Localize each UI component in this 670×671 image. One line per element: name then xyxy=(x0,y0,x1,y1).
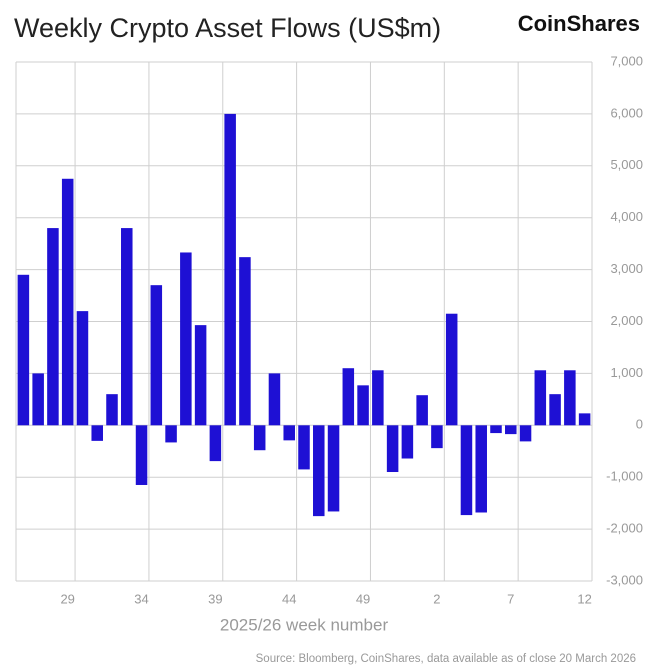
bar xyxy=(91,425,103,441)
bar xyxy=(549,394,561,426)
bar xyxy=(445,313,458,426)
y-tick-label: -3,000 xyxy=(606,572,643,587)
bar xyxy=(357,385,369,426)
bar xyxy=(209,425,222,462)
bar xyxy=(578,413,591,426)
bar xyxy=(224,113,236,426)
chart-title: Weekly Crypto Asset Flows (US$m) xyxy=(14,13,441,43)
bar xyxy=(180,252,192,426)
bar xyxy=(298,425,310,470)
x-tick-label: 29 xyxy=(60,591,74,606)
brand-logo: CoinShares xyxy=(518,11,640,36)
x-tick-label: 39 xyxy=(208,591,222,606)
bar xyxy=(194,325,207,426)
bar xyxy=(431,425,443,449)
bar xyxy=(150,285,163,426)
bar xyxy=(121,228,133,426)
bar xyxy=(253,425,266,451)
bar xyxy=(76,311,89,426)
y-tick-label: 2,000 xyxy=(610,313,643,328)
y-tick-label: 7,000 xyxy=(610,53,643,68)
x-tick-label: 2 xyxy=(433,591,440,606)
bar xyxy=(401,425,414,459)
bar xyxy=(268,373,281,426)
y-tick-label: 1,000 xyxy=(610,365,643,380)
bar xyxy=(519,425,532,442)
bar xyxy=(416,395,428,426)
bar xyxy=(61,178,74,426)
bar xyxy=(165,425,177,443)
x-tick-label: 7 xyxy=(507,591,514,606)
y-tick-label: -1,000 xyxy=(606,469,643,484)
bar xyxy=(17,274,30,426)
bar xyxy=(239,257,251,426)
y-tick-label: 5,000 xyxy=(610,157,643,172)
source-note: Source: Bloomberg, CoinShares, data avai… xyxy=(256,653,636,665)
x-axis-label: 2025/26 week number xyxy=(220,615,389,634)
y-tick-label: 4,000 xyxy=(610,209,643,224)
bar xyxy=(534,370,547,426)
bar xyxy=(372,370,384,426)
bar xyxy=(342,368,355,426)
y-tick-label: 6,000 xyxy=(610,105,643,120)
bar xyxy=(135,425,148,485)
bar xyxy=(32,373,44,426)
bar xyxy=(47,228,59,426)
y-tick-label: 3,000 xyxy=(610,261,643,276)
y-tick-label: -2,000 xyxy=(606,521,643,536)
x-tick-label: 34 xyxy=(134,591,148,606)
x-tick-label: 12 xyxy=(577,591,591,606)
bar xyxy=(490,425,502,434)
bar xyxy=(106,394,118,426)
x-tick-label: 44 xyxy=(282,591,296,606)
bar xyxy=(460,425,473,516)
y-tick-label: 0 xyxy=(636,417,643,432)
x-tick-label: 49 xyxy=(356,591,370,606)
bar xyxy=(505,425,517,435)
bar xyxy=(564,370,576,426)
bar xyxy=(327,425,340,512)
bar xyxy=(386,425,399,473)
bar xyxy=(283,425,295,441)
bar xyxy=(313,425,325,517)
bar xyxy=(475,425,487,513)
